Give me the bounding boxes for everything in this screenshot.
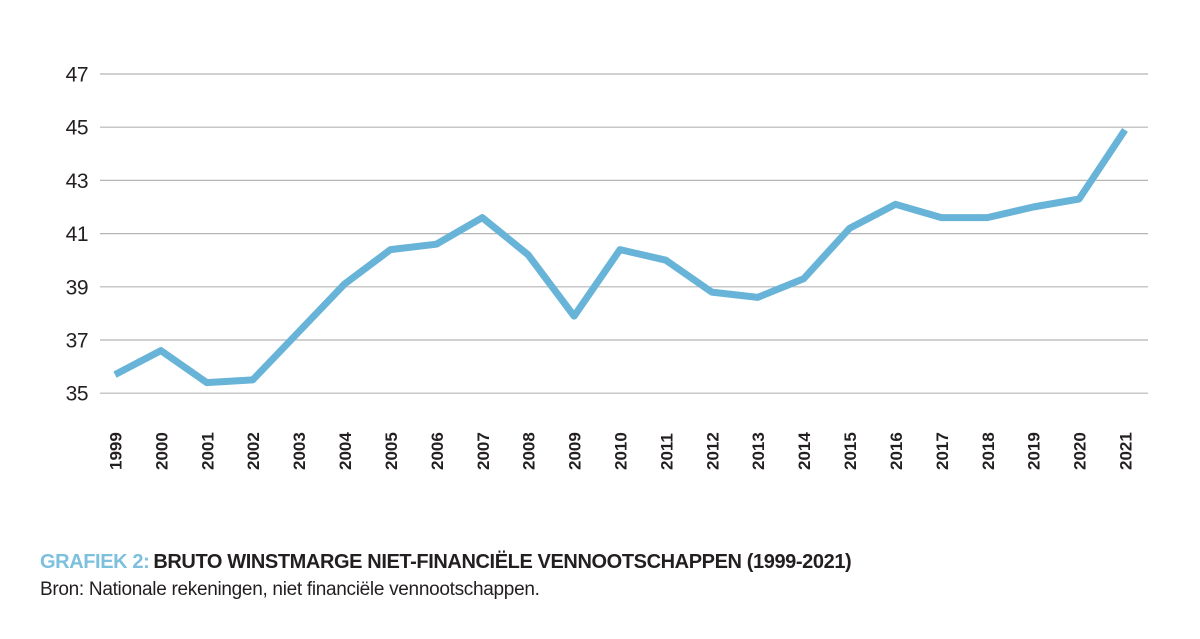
chart-source: Bron: Nationale rekeningen, niet financi… — [40, 579, 540, 600]
x-tick-label: 2001 — [198, 432, 217, 470]
chart-caption: GRAFIEK 2: BRUTO WINSTMARGE NIET-FINANCIË… — [40, 549, 1160, 603]
x-tick-label: 2021 — [1117, 432, 1136, 470]
x-tick-label: 2017 — [933, 432, 952, 470]
x-tick-label: 2016 — [887, 432, 906, 470]
chart-title: BRUTO WINSTMARGE NIET-FINANCIËLE VENNOOT… — [153, 551, 852, 573]
x-tick-label: 1999 — [107, 432, 126, 470]
x-tick-label: 2004 — [336, 432, 355, 470]
y-tick-label: 47 — [66, 64, 88, 87]
x-tick-label: 2005 — [382, 432, 401, 470]
y-tick-label: 37 — [66, 330, 88, 353]
caption-label: GRAFIEK 2: — [40, 551, 150, 573]
x-tick-label: 2006 — [428, 432, 447, 470]
x-tick-label: 2002 — [244, 432, 263, 470]
chart-canvas: 35 37 39 41 43 45 47 1999 2000 2001 2002 2003 2004 20… — [66, 64, 1148, 470]
x-tick-label: 2007 — [474, 432, 493, 470]
x-tick-label: 2011 — [657, 433, 676, 470]
x-tick-label: 2010 — [612, 432, 631, 470]
x-tick-label: 2013 — [749, 432, 768, 470]
y-tick-label: 43 — [66, 170, 88, 193]
y-tick-label: 35 — [66, 383, 88, 406]
x-tick-label: 2008 — [520, 432, 539, 470]
x-tick-label: 2019 — [1025, 432, 1044, 470]
caption-title-line: GRAFIEK 2: BRUTO WINSTMARGE NIET-FINANCIË… — [40, 549, 1160, 575]
y-tick-label: 45 — [66, 117, 88, 140]
x-tick-label: 2000 — [152, 432, 171, 470]
x-tick-label: 2018 — [979, 432, 998, 470]
y-tick-label: 41 — [66, 223, 88, 246]
x-tick-label: 2015 — [841, 432, 860, 470]
x-tick-label: 2009 — [566, 432, 585, 470]
x-tick-label: 2012 — [703, 432, 722, 470]
x-tick-label: 2020 — [1071, 432, 1090, 470]
data-line — [113, 127, 1128, 387]
y-tick-label: 39 — [66, 276, 88, 299]
x-tick-label: 2014 — [795, 432, 814, 470]
x-tick-label: 2003 — [290, 432, 309, 470]
line-chart: 35 37 39 41 43 45 47 1999 2000 2001 2002 2003 2004 20… — [66, 64, 1148, 470]
